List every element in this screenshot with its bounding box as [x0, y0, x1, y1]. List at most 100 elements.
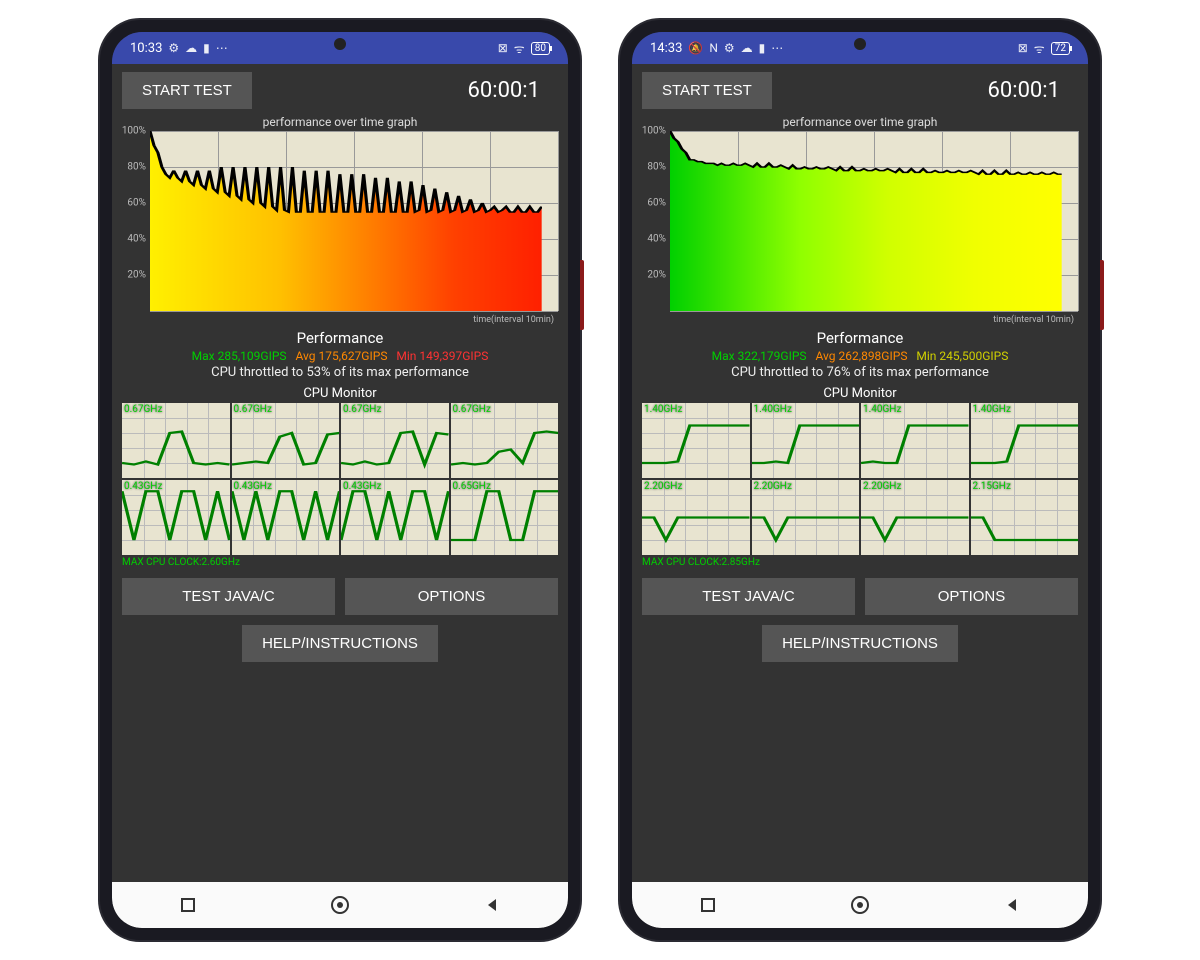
cpu-core-cell: 0.43GHz [122, 480, 230, 555]
status-icon: ▮ [203, 41, 210, 55]
max-cpu-clock: MAX CPU CLOCK:2.85GHz [642, 557, 1078, 568]
app-body: START TEST 60:00:1 performance over time g… [632, 64, 1088, 882]
y-axis-label: 100% [122, 126, 146, 137]
chart-title: performance over time graph [122, 115, 558, 129]
cpu-monitor-grid: 1.40GHz 1.40GHz 1.40GHz 1.40GHz 2.20GHz 2.20G… [642, 403, 1078, 555]
cpu-core-cell: 0.67GHz [122, 403, 230, 478]
performance-heading: Performance [122, 329, 558, 347]
stat-max: Max 322,179GIPS [712, 349, 807, 363]
status-icon: N [709, 41, 718, 55]
stat-max: Max 285,109GIPS [192, 349, 287, 363]
timer-display: 60:00:1 [988, 78, 1060, 103]
android-nav-bar [112, 882, 568, 928]
y-axis-label: 80% [127, 162, 146, 173]
cpu-core-cell: 2.20GHz [861, 480, 969, 555]
cpu-core-cell: 0.67GHz [451, 403, 559, 478]
throttle-text: CPU throttled to 53% of its max performa… [122, 365, 558, 380]
status-icon: ⋯ [216, 41, 228, 55]
start-test-button[interactable]: START TEST [642, 72, 772, 109]
y-axis-label: 20% [127, 270, 146, 281]
help-instructions-button[interactable]: HELP/INSTRUCTIONS [762, 625, 958, 662]
status-icon: ▮ [759, 41, 766, 55]
phone-screen: 10:33 ⚙ ☁ ▮ ⋯ ⊠ ᯤ 80 START TEST 60:00:1 performanc… [112, 32, 568, 928]
options-button[interactable]: OPTIONS [345, 578, 558, 615]
chart-title: performance over time graph [642, 115, 1078, 129]
phone-screen: 14:33🔕N⚙☁▮⋯⊠ᯤ72START TEST60:00:1performa… [632, 32, 1088, 928]
y-axis-label: 40% [647, 234, 666, 245]
cpu-freq-label: 0.43GHz [343, 481, 381, 492]
performance-stats: Max 285,109GIPS Avg 175,627GIPS Min 149,… [122, 349, 558, 363]
cpu-freq-label: 0.65GHz [453, 481, 491, 492]
status-icon: ⊠ [1018, 41, 1028, 55]
app-body: START TEST 60:00:1 performance over time g… [112, 64, 568, 882]
cpu-freq-label: 2.20GHz [644, 481, 682, 492]
status-icon: ᯤ [1034, 40, 1045, 57]
nav-home-icon[interactable] [330, 895, 350, 915]
max-cpu-clock: MAX CPU CLOCK:2.60GHz [122, 557, 558, 568]
timer-display: 60:00:1 [468, 78, 540, 103]
phone-frame: 10:33 ⚙ ☁ ▮ ⋯ ⊠ ᯤ 80 START TEST 60:00:1 performanc… [100, 20, 580, 940]
start-test-button[interactable]: START TEST [122, 72, 252, 109]
cpu-freq-label: 0.43GHz [124, 481, 162, 492]
y-axis-label: 20% [647, 270, 666, 281]
android-nav-bar [632, 882, 1088, 928]
y-axis-label: 40% [127, 234, 146, 245]
status-icon: ⋯ [771, 41, 783, 55]
cpu-monitor-title: CPU Monitor [642, 386, 1078, 401]
cpu-freq-label: 2.20GHz [863, 481, 901, 492]
y-axis-label: 60% [647, 198, 666, 209]
stat-min: Min 149,397GIPS [387, 349, 488, 363]
cpu-freq-label: 2.15GHz [973, 481, 1011, 492]
throttle-text: CPU throttled to 76% of its max performa… [642, 365, 1078, 380]
cpu-core-cell: 2.20GHz [752, 480, 860, 555]
cpu-core-cell: 1.40GHz [642, 403, 750, 478]
performance-chart: 100%80%60%40%20% [122, 131, 558, 311]
cpu-freq-label: 0.67GHz [453, 404, 491, 415]
options-button[interactable]: OPTIONS [865, 578, 1078, 615]
stat-avg: Avg 175,627GIPS [287, 349, 388, 363]
nav-back-icon[interactable] [482, 895, 502, 915]
status-icon: ⚙ [168, 41, 179, 55]
cpu-freq-label: 0.43GHz [234, 481, 272, 492]
cpu-freq-label: 0.67GHz [343, 404, 381, 415]
y-axis-label: 60% [127, 198, 146, 209]
cpu-core-cell: 0.43GHz [232, 480, 340, 555]
y-axis-label: 80% [647, 162, 666, 173]
status-icon: ᯤ [514, 40, 525, 57]
performance-heading: Performance [642, 329, 1078, 347]
status-icon: ⊠ [498, 41, 508, 55]
status-icon: ☁ [185, 41, 197, 55]
cpu-core-cell: 2.20GHz [642, 480, 750, 555]
battery-icon: 80 [531, 42, 550, 55]
stat-min: Min 245,500GIPS [907, 349, 1008, 363]
cpu-freq-label: 2.20GHz [754, 481, 792, 492]
help-instructions-button[interactable]: HELP/INSTRUCTIONS [242, 625, 438, 662]
stat-avg: Avg 262,898GIPS [807, 349, 908, 363]
cpu-core-cell: 0.67GHz [232, 403, 340, 478]
cpu-core-cell: 0.67GHz [341, 403, 449, 478]
cpu-freq-label: 0.67GHz [234, 404, 272, 415]
cpu-freq-label: 1.40GHz [973, 404, 1011, 415]
cpu-monitor-grid: 0.67GHz 0.67GHz 0.67GHz 0.67GHz 0.43GHz 0.43G… [122, 403, 558, 555]
time-axis-label: time(interval 10min) [642, 315, 1074, 325]
cpu-core-cell: 1.40GHz [752, 403, 860, 478]
test-java-c-button[interactable]: TEST JAVA/C [122, 578, 335, 615]
nav-recent-icon[interactable] [698, 895, 718, 915]
nav-back-icon[interactable] [1002, 895, 1022, 915]
cpu-freq-label: 0.67GHz [124, 404, 162, 415]
status-icon: 🔕 [688, 41, 703, 55]
test-java-c-button[interactable]: TEST JAVA/C [642, 578, 855, 615]
status-time: 10:33 [130, 41, 162, 56]
cpu-freq-label: 1.40GHz [754, 404, 792, 415]
nav-home-icon[interactable] [850, 895, 870, 915]
performance-chart: 100%80%60%40%20% [642, 131, 1078, 311]
cpu-freq-label: 1.40GHz [863, 404, 901, 415]
time-axis-label: time(interval 10min) [122, 315, 554, 325]
cpu-core-cell: 1.40GHz [861, 403, 969, 478]
cpu-core-cell: 1.40GHz [971, 403, 1079, 478]
status-bar: 10:33 ⚙ ☁ ▮ ⋯ ⊠ ᯤ 80 [112, 32, 568, 64]
nav-recent-icon[interactable] [178, 895, 198, 915]
status-icon: ☁ [741, 41, 753, 55]
y-axis-label: 100% [642, 126, 666, 137]
cpu-freq-label: 1.40GHz [644, 404, 682, 415]
